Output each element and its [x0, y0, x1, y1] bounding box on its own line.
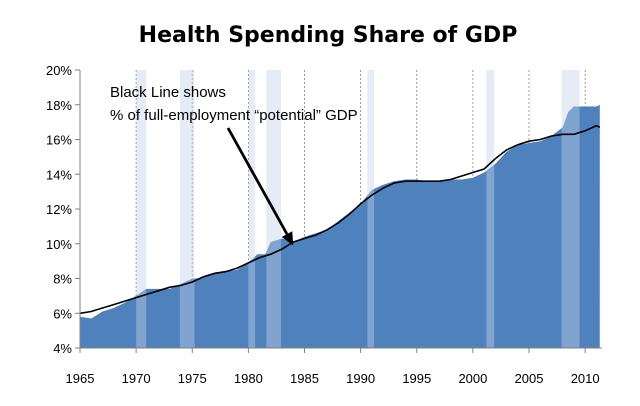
recession-band [248, 70, 256, 348]
recession-overlay [561, 70, 580, 348]
recession-band [179, 70, 195, 348]
x-tick-label: 2000 [458, 371, 487, 386]
x-tick-label: 1995 [402, 371, 431, 386]
recession-overlay [486, 70, 495, 348]
annotation-line-2: % of full-employment “potential” GDP [110, 107, 358, 124]
y-tick-label: 18% [46, 98, 72, 113]
y-tick-label: 16% [46, 133, 72, 148]
y-tick-label: 10% [46, 237, 72, 252]
x-tick-label: 1975 [178, 371, 207, 386]
y-tick-label: 4% [53, 341, 72, 356]
series-line [79, 124, 601, 315]
annotation: Black Line shows % of full-employment “p… [110, 84, 358, 124]
y-tick-label: 20% [46, 63, 72, 78]
y-tick-label: 6% [53, 306, 72, 321]
recession-overlay [136, 70, 147, 348]
x-tick-label: 1970 [122, 371, 151, 386]
chart-title: Health Spending Share of GDP [139, 23, 518, 48]
annotation-arrow [226, 127, 289, 235]
x-tick-label: 1990 [346, 371, 375, 386]
annotation-line-1: Black Line shows [110, 84, 226, 101]
recession-overlay [179, 70, 195, 348]
y-tick-label: 8% [53, 272, 72, 287]
y-tick-label: 12% [46, 202, 72, 217]
annotation-arrowhead [281, 231, 294, 246]
x-tick-label: 1965 [66, 371, 95, 386]
recession-overlay [248, 70, 256, 348]
x-tick-label: 2005 [515, 371, 544, 386]
plot-area [79, 70, 601, 348]
axes: 4% 6% 8% 10% 12% 14% 16% 18% 20% 1965 1970 1975 1980… [46, 63, 602, 386]
series-area [80, 104, 600, 348]
x-tick-label: 1980 [234, 371, 263, 386]
recession-band [136, 70, 147, 348]
x-tick-label: 2010 [571, 371, 600, 386]
y-tick-label: 14% [46, 167, 72, 182]
x-tick-label: 1985 [290, 371, 319, 386]
recession-overlay [367, 70, 375, 348]
